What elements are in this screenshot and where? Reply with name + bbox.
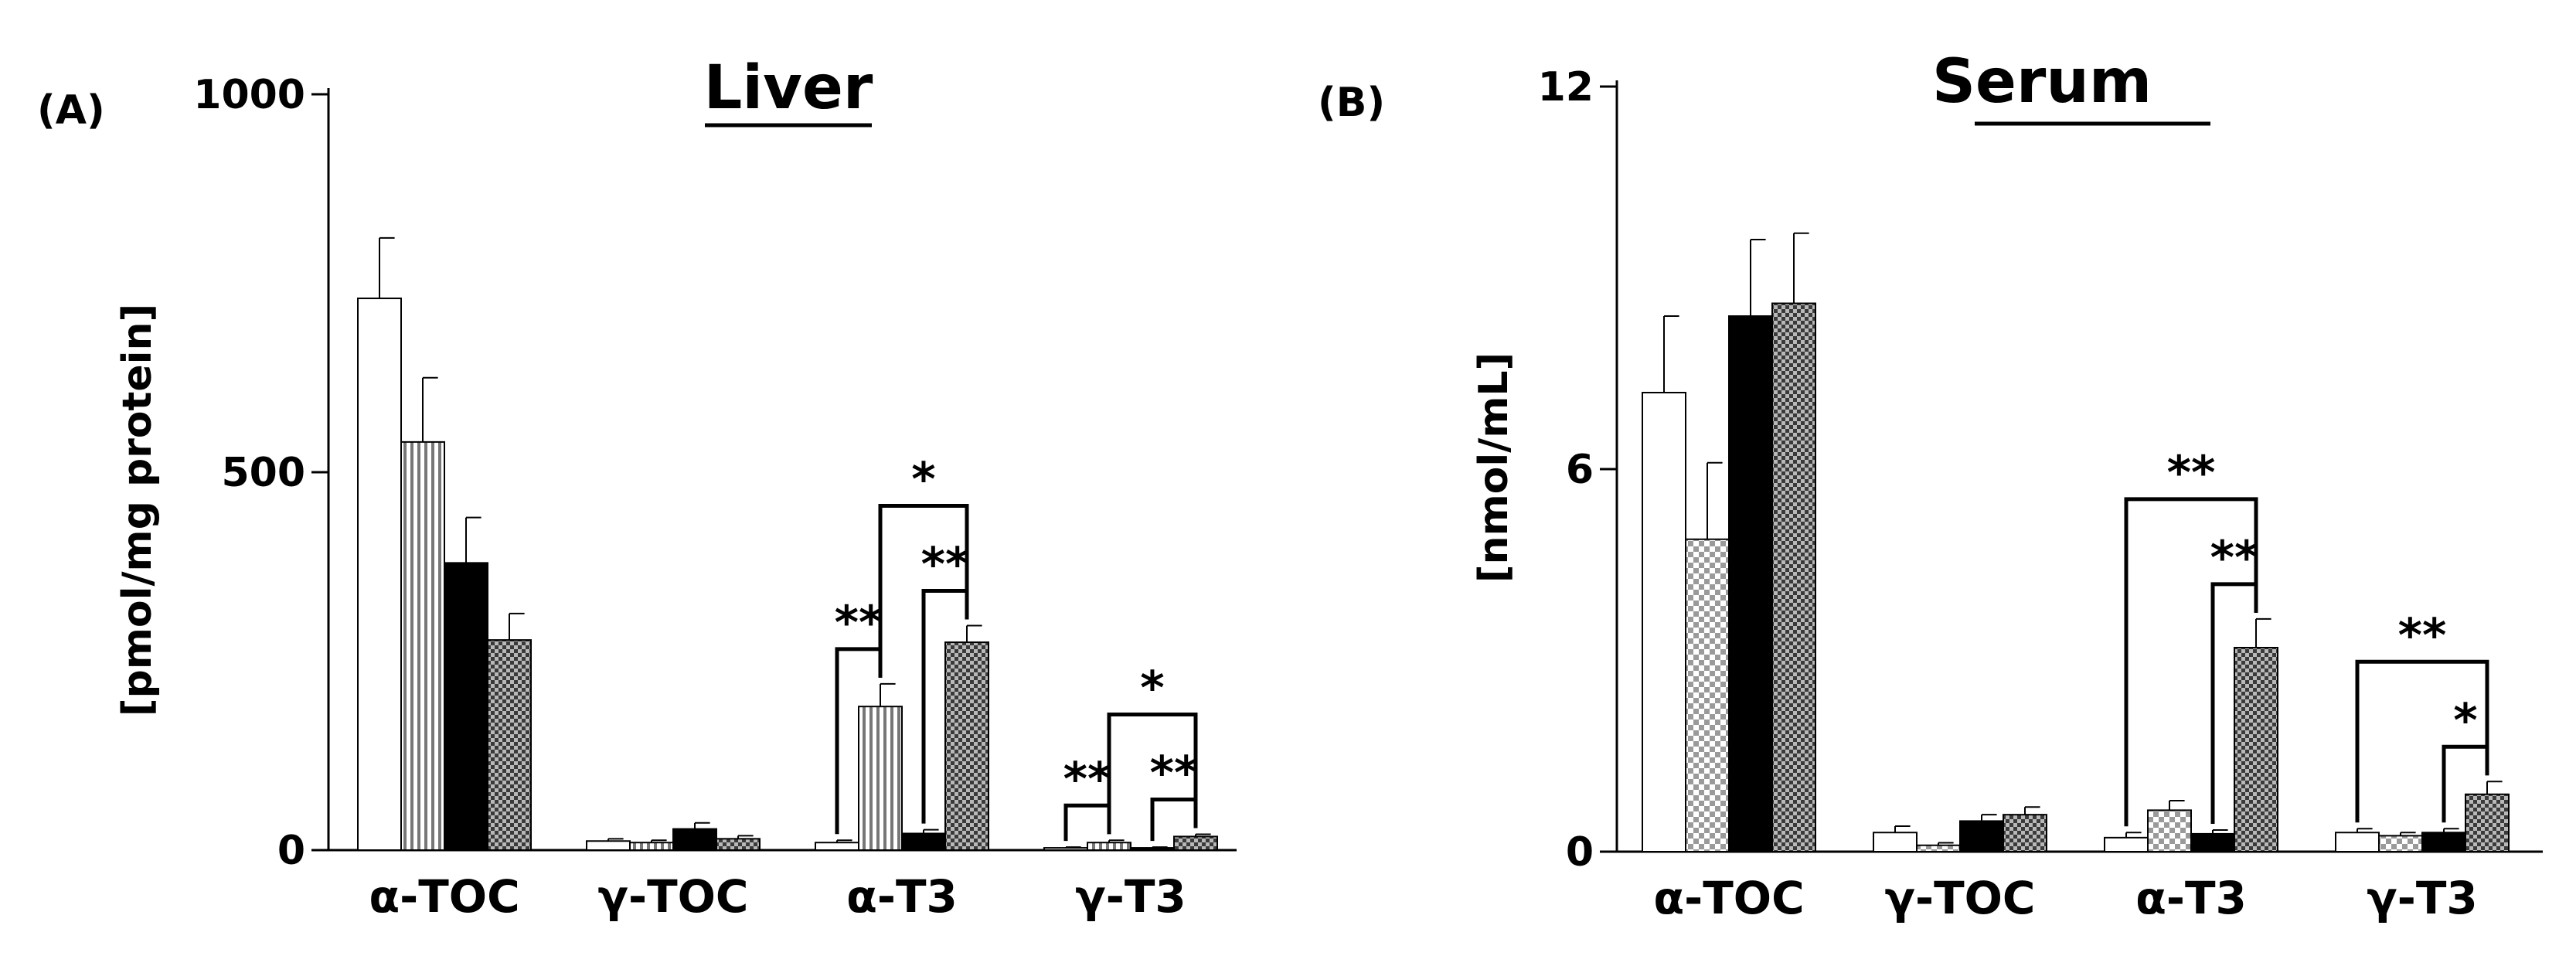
x-category-label-a: α-TOC bbox=[369, 870, 519, 923]
bar-a bbox=[487, 639, 532, 852]
bar-a bbox=[357, 298, 402, 851]
x-category-label-a: γ-TOC bbox=[597, 870, 748, 923]
panel-label-a: (A) bbox=[37, 87, 105, 134]
bar-a bbox=[1130, 847, 1175, 852]
significance-label-b: * bbox=[2453, 693, 2477, 747]
bar-a bbox=[1087, 842, 1131, 851]
significance-label-a: * bbox=[1140, 661, 1164, 715]
panel-label-b: (B) bbox=[1318, 80, 1385, 126]
bar-a bbox=[815, 842, 859, 851]
x-category-label-a: γ-T3 bbox=[1075, 870, 1186, 923]
x-category-label-b: α-T3 bbox=[2135, 872, 2247, 924]
x-category-label-b: γ-T3 bbox=[2367, 872, 2478, 924]
significance-label-b: ** bbox=[2167, 446, 2216, 500]
significance-bracket-a bbox=[1063, 803, 1111, 842]
significance-label-b: ** bbox=[2210, 531, 2259, 585]
significance-bracket-a bbox=[1107, 712, 1198, 835]
significance-label-b: ** bbox=[2398, 608, 2447, 662]
x-category-label-b: γ-TOC bbox=[1884, 872, 2035, 924]
bar-a bbox=[944, 641, 989, 851]
bar-b bbox=[1959, 820, 2004, 853]
bar-b bbox=[2421, 832, 2466, 852]
bar-b bbox=[2104, 836, 2149, 852]
y-axis-label-a: [pmol/mg protein] bbox=[114, 304, 161, 717]
significance-label-a: ** bbox=[921, 538, 970, 592]
significance-bracket-a bbox=[1150, 797, 1198, 842]
bar-b bbox=[2465, 793, 2510, 852]
bar-b bbox=[1771, 302, 1816, 852]
y-tick-label-a: 1000 bbox=[193, 72, 305, 118]
y-tick-label-b: 0 bbox=[1566, 829, 1594, 876]
x-category-label-a: α-T3 bbox=[846, 870, 958, 923]
bar-b bbox=[2335, 832, 2380, 852]
bar-a bbox=[716, 838, 761, 851]
bar-b bbox=[2378, 835, 2423, 852]
bar-a bbox=[1043, 847, 1088, 852]
bar-a bbox=[444, 562, 488, 851]
bar-b bbox=[1873, 832, 1918, 852]
bar-b bbox=[1642, 392, 1686, 852]
bar-b bbox=[2147, 809, 2192, 852]
bar-a bbox=[858, 706, 903, 851]
significance-label-a: ** bbox=[1063, 752, 1112, 806]
bar-a bbox=[586, 840, 631, 852]
chart-title-b: Serum bbox=[1932, 47, 2152, 117]
bar-a bbox=[672, 828, 717, 851]
significance-label-a: ** bbox=[835, 596, 883, 650]
bar-b bbox=[2234, 647, 2278, 852]
bar-b bbox=[2190, 832, 2235, 853]
bar-b bbox=[1916, 844, 1961, 852]
significance-label-a: ** bbox=[1150, 746, 1199, 800]
bar-b bbox=[1728, 315, 1773, 852]
y-tick-label-a: 500 bbox=[221, 450, 305, 496]
bar-a bbox=[1173, 835, 1218, 851]
x-category-label-b: α-TOC bbox=[1653, 872, 1804, 924]
chart-title-a: Liver bbox=[704, 53, 873, 123]
y-axis-label-b: [nmol/mL] bbox=[1471, 352, 1517, 583]
y-tick-label-a: 0 bbox=[277, 828, 305, 874]
bar-b bbox=[1685, 538, 1730, 852]
bar-a bbox=[901, 832, 946, 852]
significance-label-a: * bbox=[911, 453, 935, 507]
bar-b bbox=[2003, 814, 2047, 853]
significance-bracket-b bbox=[2124, 497, 2258, 827]
y-tick-label-b: 12 bbox=[1538, 64, 1594, 111]
significance-bracket-a bbox=[878, 504, 969, 678]
bar-a bbox=[629, 842, 674, 851]
bar-a bbox=[400, 441, 445, 851]
y-tick-label-b: 6 bbox=[1566, 447, 1594, 493]
significance-bracket-b bbox=[2355, 659, 2489, 823]
